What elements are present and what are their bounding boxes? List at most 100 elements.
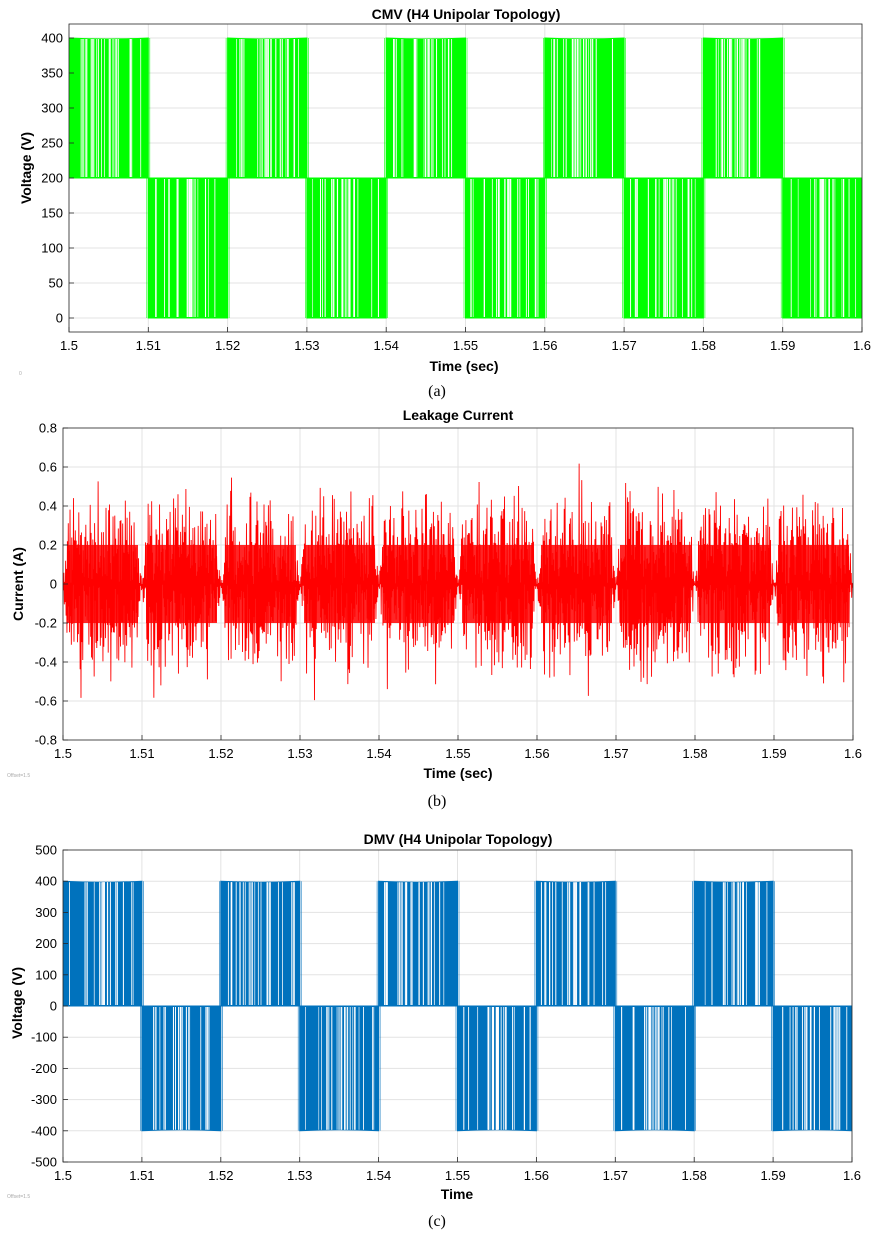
- y-axis: -0.8 -0.6 -0.4 -0.2 0 0.2 0.4 0.6 0.8: [35, 421, 68, 748]
- series: [63, 880, 852, 1132]
- x-tick-label: 1.51: [129, 746, 154, 761]
- y-tick-label: 50: [49, 276, 63, 291]
- corner-note: 0: [19, 371, 22, 377]
- series-segment: [463, 177, 547, 319]
- chart-title: DMV (H4 Unipolar Topology): [364, 831, 553, 847]
- series-core: [541, 545, 612, 623]
- y-axis: -500 -400 -300 -200 -100 0 100 200 300 400 500: [31, 843, 68, 1170]
- x-tick-label: 1.54: [374, 338, 399, 353]
- series-segment: [225, 37, 309, 179]
- y-tick-label: 0.2: [39, 538, 57, 553]
- series-segment: [771, 1005, 852, 1132]
- y-tick-label: -0.4: [35, 655, 57, 670]
- series-core: [304, 545, 375, 623]
- corner-note: Offset=1.5: [7, 773, 30, 779]
- x-tick-label: 1.52: [208, 746, 233, 761]
- series-segment: [69, 37, 151, 179]
- x-tick-label: 1.56: [524, 1168, 549, 1183]
- corner-note: Offset=1.5: [7, 1194, 30, 1200]
- x-tick-label: 1.59: [760, 1168, 785, 1183]
- panel-caption: (b): [428, 793, 447, 810]
- x-tick-label: 1.5: [60, 338, 78, 353]
- y-tick-label: 200: [35, 936, 57, 951]
- y-axis-label: Voltage (V): [18, 132, 34, 204]
- y-tick-label: -200: [31, 1061, 57, 1076]
- plot-area: [68, 23, 863, 333]
- y-tick-label: -500: [31, 1155, 57, 1170]
- chart-title: Leakage Current: [403, 407, 514, 423]
- y-tick-label: -300: [31, 1092, 57, 1107]
- y-tick-label: 0.8: [39, 421, 57, 436]
- series: [63, 463, 853, 701]
- y-tick-label: 0: [50, 577, 57, 592]
- x-tick-label: 1.53: [287, 1168, 312, 1183]
- series-segment: [692, 880, 775, 1007]
- x-tick-label: 1.53: [287, 746, 312, 761]
- x-tick-label: 1.54: [366, 1168, 391, 1183]
- series-block: [220, 880, 301, 1007]
- y-tick-label: 200: [41, 171, 63, 186]
- x-tick-label: 1.57: [603, 746, 628, 761]
- y-tick-label: 150: [41, 206, 63, 221]
- series-core: [383, 545, 454, 623]
- series: [69, 37, 862, 319]
- series-block: [614, 1005, 695, 1132]
- y-tick-label: 400: [41, 31, 63, 46]
- y-tick-label: 400: [35, 874, 57, 889]
- y-tick-label: -0.6: [35, 694, 57, 709]
- y-tick-label: -0.2: [35, 616, 57, 631]
- series-segment: [140, 1005, 223, 1132]
- x-axis: 1.5 1.51 1.52 1.53 1.54 1.55 1.56 1.57 1.58 1.59 1…: [54, 735, 862, 761]
- x-tick-label: 1.55: [445, 746, 470, 761]
- series-segment: [534, 880, 618, 1007]
- x-tick-label: 1.51: [136, 338, 161, 353]
- y-tick-label: -400: [31, 1123, 57, 1138]
- series-segment: [63, 880, 144, 1007]
- x-tick-label: 1.55: [453, 338, 478, 353]
- x-tick-label: 1.57: [603, 1168, 628, 1183]
- series-block: [378, 880, 458, 1007]
- plot-area: [62, 849, 853, 1163]
- series-core: [225, 545, 296, 623]
- y-tick-label: 300: [41, 101, 63, 116]
- x-tick-label: 1.6: [843, 1168, 861, 1183]
- y-tick-label: 100: [41, 241, 63, 256]
- series-core: [462, 545, 533, 623]
- x-tick-label: 1.56: [532, 338, 557, 353]
- x-tick-label: 1.5: [54, 746, 72, 761]
- chart-title: CMV (H4 Unipolar Topology): [372, 6, 561, 22]
- x-tick-label: 1.59: [770, 338, 795, 353]
- x-tick-label: 1.59: [761, 746, 786, 761]
- y-axis: 0 50 100 150 200 250 300 350 400: [41, 31, 74, 326]
- x-tick-label: 1.52: [215, 338, 240, 353]
- x-axis-label: Time: [441, 1186, 474, 1202]
- panel-caption: (c): [428, 1213, 446, 1230]
- y-tick-label: -100: [31, 1030, 57, 1045]
- series-segment: [622, 177, 706, 319]
- y-tick-label: 0: [50, 999, 57, 1014]
- series-segment: [219, 880, 302, 1007]
- series-segment: [701, 37, 785, 179]
- series-segment: [780, 177, 862, 319]
- x-axis-label: Time (sec): [424, 765, 493, 781]
- x-tick-label: 1.54: [366, 746, 391, 761]
- x-tick-label: 1.55: [445, 1168, 470, 1183]
- y-tick-label: 0.4: [39, 499, 57, 514]
- series-segment: [146, 177, 230, 319]
- x-axis: 1.5 1.51 1.52 1.53 1.54 1.55 1.56 1.57 1.58 1.59 1…: [60, 327, 871, 353]
- series-segment: [384, 37, 468, 179]
- x-tick-label: 1.58: [682, 746, 707, 761]
- x-tick-label: 1.57: [611, 338, 636, 353]
- series-core: [620, 545, 691, 623]
- y-tick-label: 0: [56, 311, 63, 326]
- x-tick-label: 1.51: [129, 1168, 154, 1183]
- series-core: [67, 545, 138, 623]
- series-segment: [613, 1005, 697, 1132]
- x-axis-label: Time (sec): [430, 358, 499, 374]
- x-tick-label: 1.6: [844, 746, 862, 761]
- x-tick-label: 1.5: [54, 1168, 72, 1183]
- chart-panel-leakage-current: Leakage Current Time (sec) Current (A) (…: [7, 407, 862, 810]
- series-segment: [455, 1005, 539, 1132]
- x-tick-label: 1.56: [524, 746, 549, 761]
